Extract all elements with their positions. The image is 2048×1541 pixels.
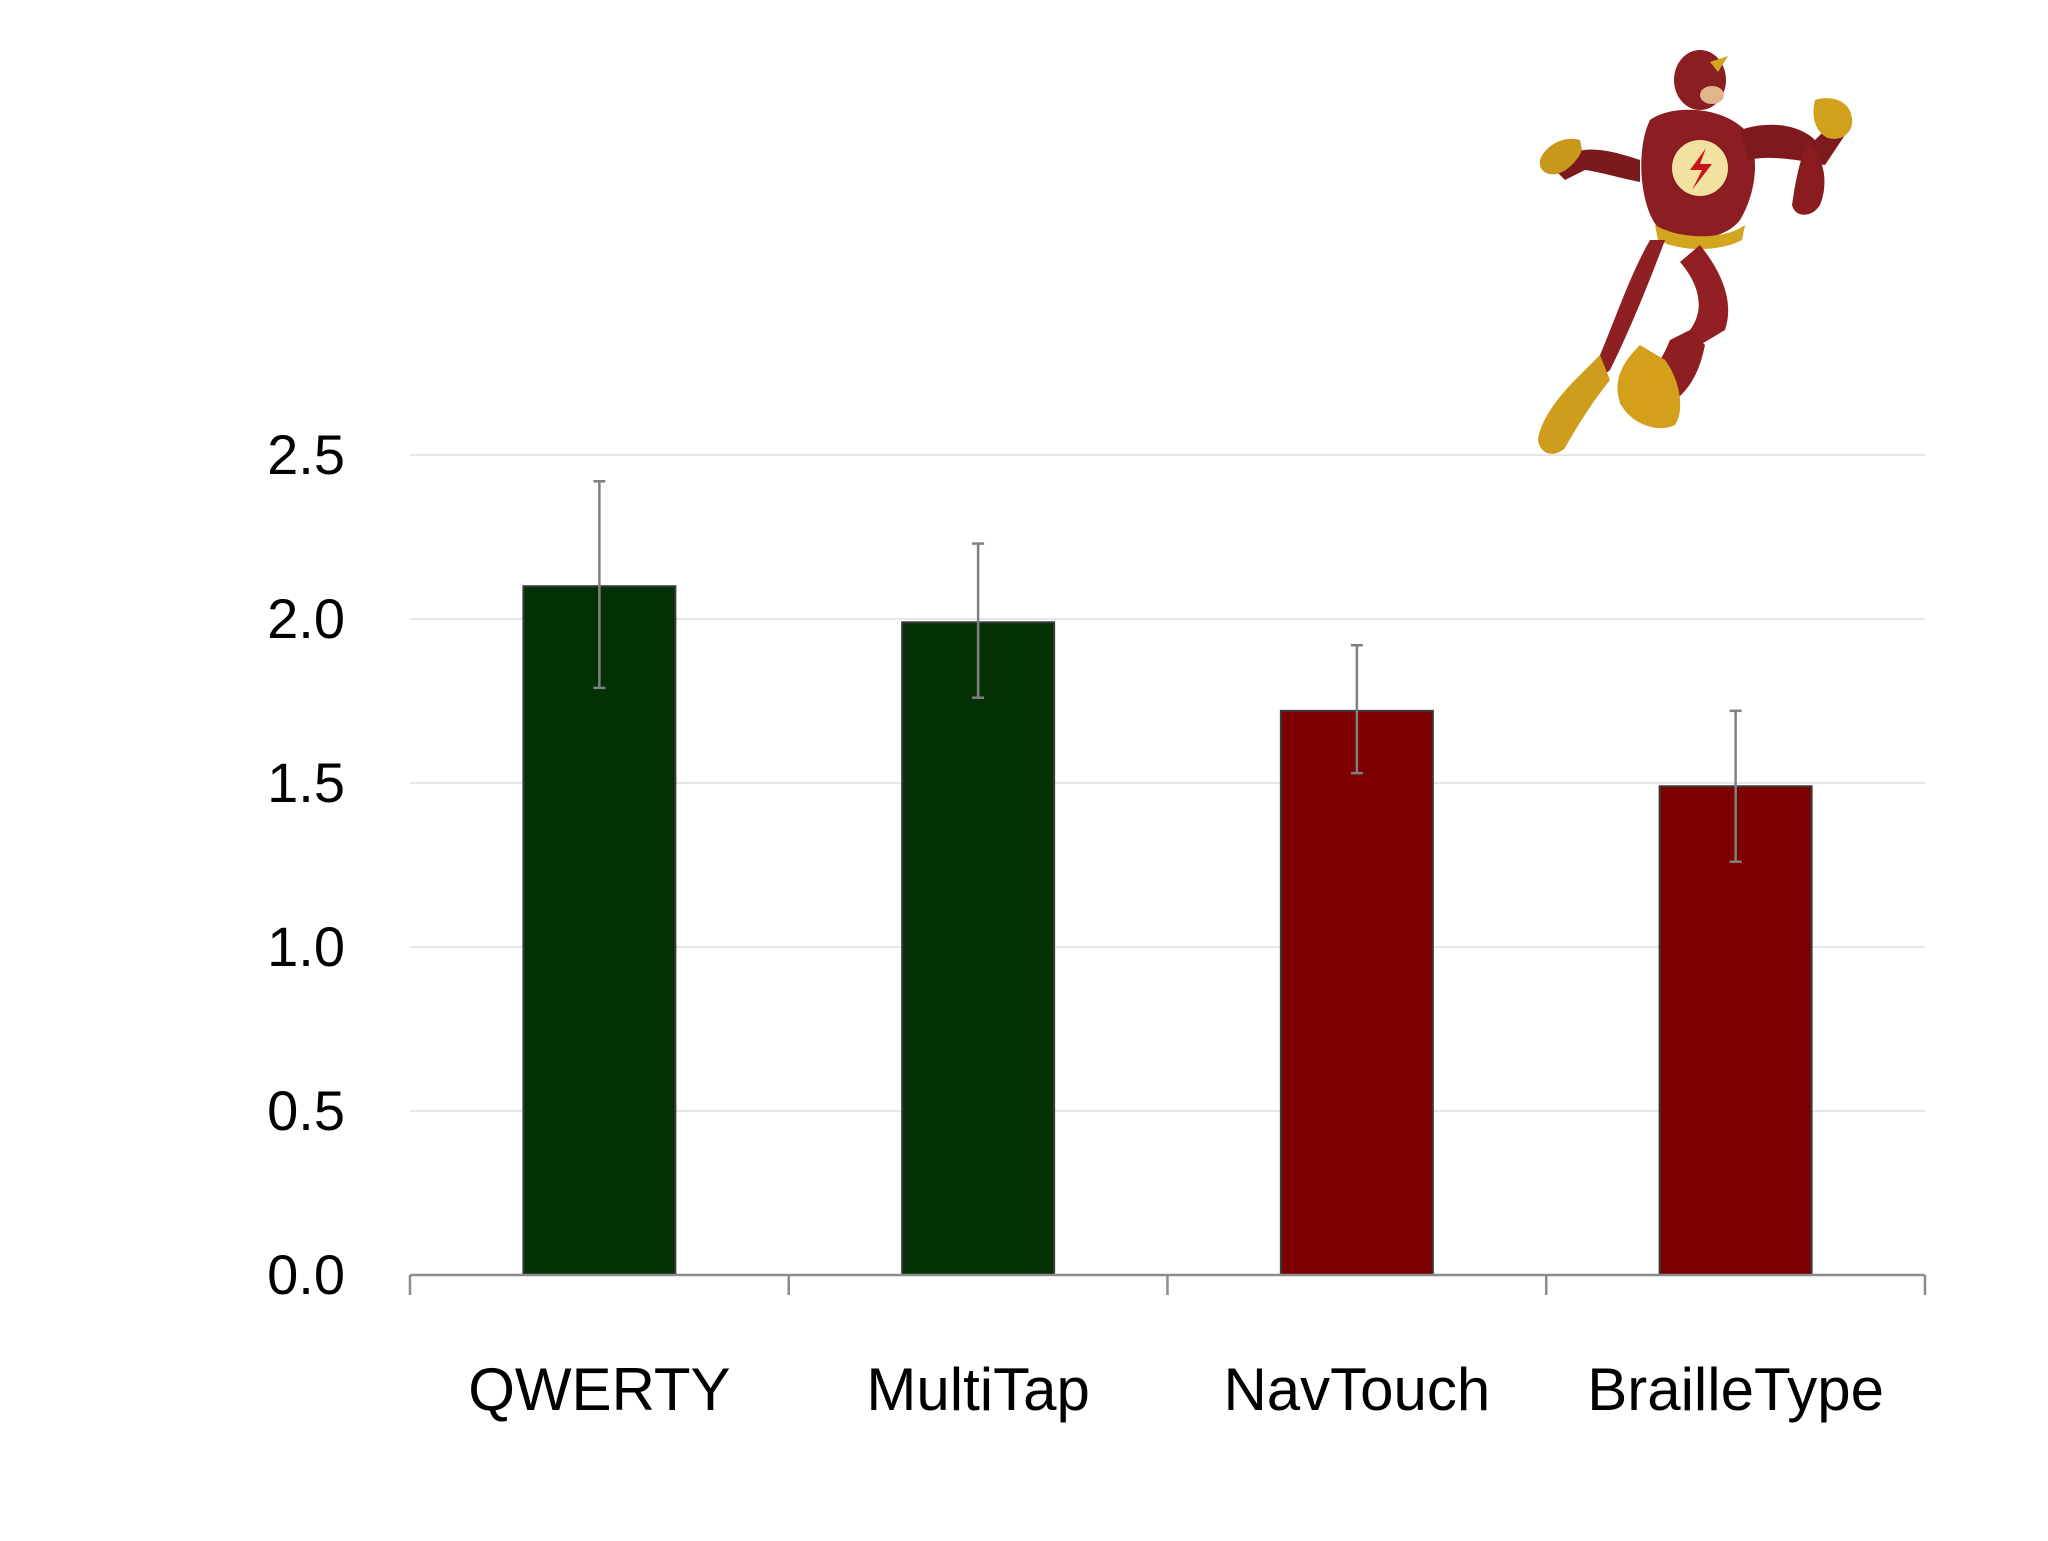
y-tick-label: 1.0 — [267, 915, 345, 978]
y-tick-label: 0.0 — [267, 1243, 345, 1306]
y-tick-label: 0.5 — [267, 1079, 345, 1142]
superhero-figure — [1538, 50, 1853, 454]
bar — [1279, 709, 1434, 1276]
y-axis-tick-labels: 0.0 0.5 1.0 1.5 2.0 2.5 — [267, 423, 345, 1306]
error-bar — [1729, 709, 1742, 863]
x-category-label: NavTouch — [1223, 1356, 1490, 1423]
bars — [522, 585, 1813, 1277]
x-axis-category-labels: QWERTY MultiTap NavTouch BrailleType — [468, 1356, 1884, 1423]
bar — [522, 585, 677, 1276]
y-tick-label: 2.0 — [267, 587, 345, 650]
x-axis — [408, 1273, 1927, 1295]
error-bars — [593, 479, 1742, 863]
bar — [901, 621, 1056, 1276]
error-bar — [972, 542, 985, 699]
error-bar — [593, 479, 606, 690]
bar — [1658, 785, 1813, 1277]
x-category-label: MultiTap — [866, 1356, 1089, 1423]
x-category-label: QWERTY — [468, 1356, 730, 1423]
error-bar — [1350, 643, 1363, 775]
y-tick-label: 1.5 — [267, 751, 345, 814]
y-tick-label: 2.5 — [267, 423, 345, 486]
x-category-label: BrailleType — [1587, 1356, 1884, 1423]
